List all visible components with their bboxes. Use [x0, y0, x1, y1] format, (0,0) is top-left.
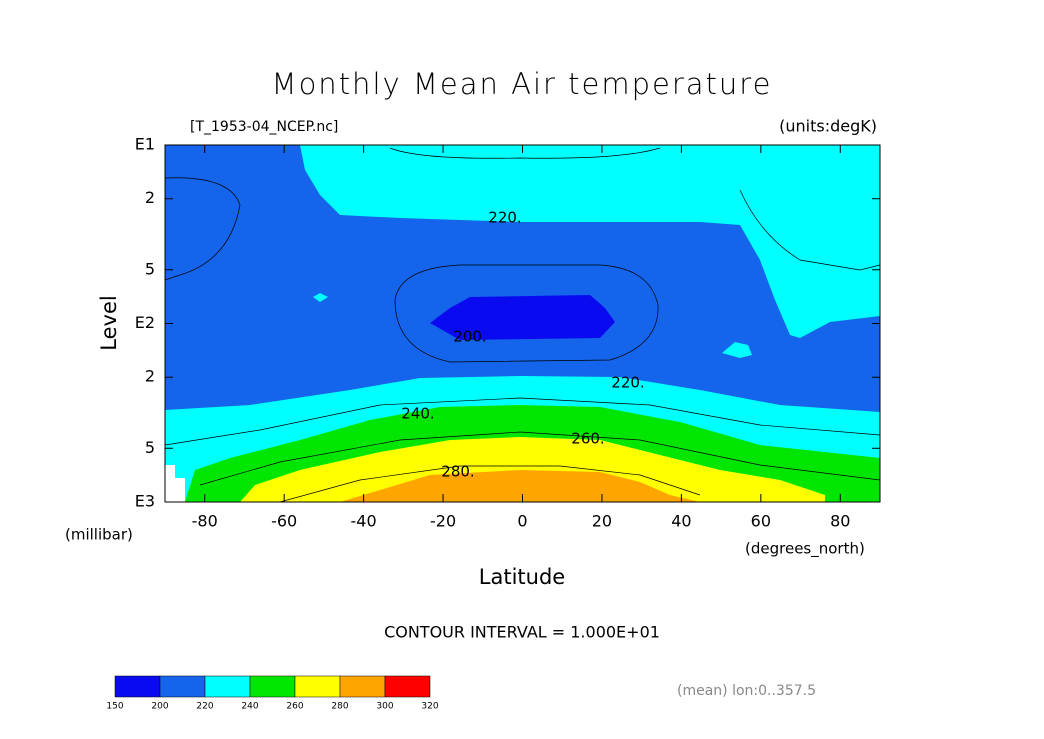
colorbar-label: 200 — [151, 702, 168, 712]
units: (units:degK) — [779, 117, 877, 136]
x-tick-label: 20 — [592, 512, 612, 531]
colorbar-label: 280 — [331, 702, 348, 712]
x-tick-label: 80 — [830, 512, 850, 531]
colorbar-segment — [294, 675, 341, 698]
colorbar-segment — [204, 675, 251, 698]
x-tick-label: -20 — [430, 512, 456, 531]
colorbar-segment — [249, 675, 296, 698]
y-tick-label: 5 — [145, 438, 155, 457]
y-tick-label: E2 — [135, 313, 155, 332]
contour-label: 220. — [611, 374, 644, 392]
colorbar-segment — [114, 675, 161, 698]
colorbar-label: 150 — [106, 702, 123, 712]
contour-line — [165, 177, 241, 281]
colorbar-label: 240 — [241, 702, 258, 712]
y-tick-label: 5 — [145, 259, 155, 278]
contour-line — [279, 465, 701, 502]
contour-label: 220. — [488, 209, 521, 227]
contour-label: 280. — [441, 463, 474, 481]
x-tick-label: 60 — [751, 512, 771, 531]
contour-band — [300, 145, 880, 338]
contour-band — [340, 470, 700, 502]
x-tick-label: 0 — [517, 512, 527, 531]
contour-label: 240. — [401, 405, 434, 423]
contour-line — [165, 397, 880, 446]
x-tick-label: -60 — [271, 512, 297, 531]
chart-title: Monthly Mean Air temperature — [272, 67, 773, 101]
x-label: Latitude — [479, 565, 565, 589]
contour-band — [313, 293, 328, 302]
colorbar-label: 320 — [421, 702, 438, 712]
plot-area: 220. 200. 220. 240. 260. 280. — [164, 144, 881, 503]
y-tick-label: E1 — [135, 135, 155, 154]
y-tick-label: 2 — [145, 188, 155, 207]
y-label: Level — [97, 295, 121, 350]
contour-line — [199, 431, 880, 486]
bands — [165, 145, 880, 502]
contour-line — [389, 147, 661, 159]
x-tick-label: -40 — [351, 512, 377, 531]
contour-band — [430, 295, 615, 340]
x-units: (degrees_north) — [745, 540, 865, 559]
contour-band — [240, 437, 825, 502]
colorbar-segment — [339, 675, 386, 698]
subtitle: [T_1953-04_NCEP.nc] — [190, 119, 338, 135]
contour-line — [739, 189, 880, 271]
contour-label: 200. — [453, 328, 486, 346]
colorbar-segment — [159, 675, 206, 698]
contour-interval: CONTOUR INTERVAL = 1.000E+01 — [384, 623, 660, 642]
colorbar-segment — [384, 675, 431, 698]
x-tick-label: 40 — [671, 512, 691, 531]
colorbar-label: 220 — [196, 702, 213, 712]
colorbar-label: 260 — [286, 702, 303, 712]
contour-label: 260. — [571, 430, 604, 448]
contour-band — [722, 342, 752, 358]
y-tick-label: 2 — [145, 367, 155, 386]
colorbar-label: 300 — [376, 702, 393, 712]
x-tick-label: -80 — [192, 512, 218, 531]
note: (mean) lon:0..357.5 — [677, 683, 816, 699]
y-units: (millibar) — [65, 526, 133, 544]
y-tick-label: E3 — [135, 492, 155, 511]
missing — [165, 465, 185, 502]
contour-line — [394, 264, 659, 363]
